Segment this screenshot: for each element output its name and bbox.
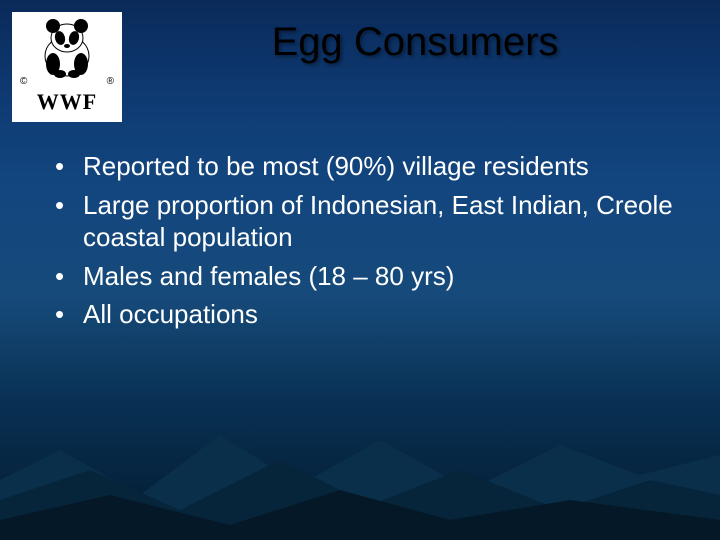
wwf-logo-text: WWF xyxy=(37,89,97,115)
copyright-symbol: © xyxy=(20,76,27,87)
slide: © ® WWF Egg Consumers Reported to be mos… xyxy=(0,0,720,540)
bullet-item: Reported to be most (90%) village reside… xyxy=(55,150,680,183)
slide-title: Egg Consumers xyxy=(130,20,700,65)
logo-symbols-row: © ® xyxy=(12,76,122,87)
slide-content: Reported to be most (90%) village reside… xyxy=(55,150,680,337)
mountain-silhouette xyxy=(0,400,720,540)
wwf-logo: © ® WWF xyxy=(12,12,122,122)
registered-symbol: ® xyxy=(107,76,114,87)
bullet-item: All occupations xyxy=(55,298,680,331)
bullet-list: Reported to be most (90%) village reside… xyxy=(55,150,680,331)
panda-icon xyxy=(33,16,101,78)
bullet-item: Large proportion of Indonesian, East Ind… xyxy=(55,189,680,254)
bullet-item: Males and females (18 – 80 yrs) xyxy=(55,260,680,293)
